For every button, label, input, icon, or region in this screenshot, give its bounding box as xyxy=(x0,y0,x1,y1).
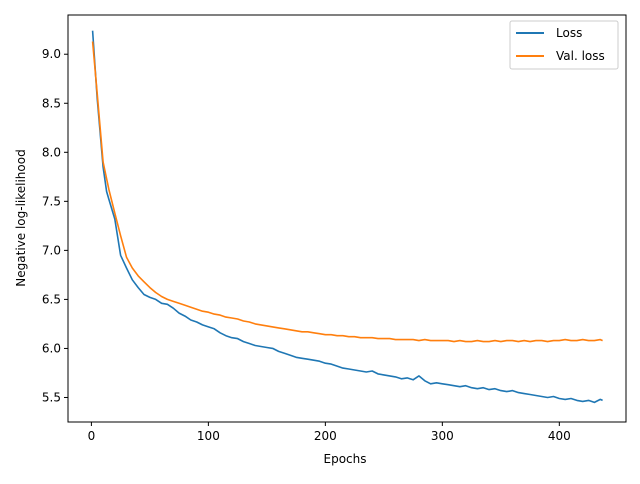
legend: Loss Val. loss xyxy=(509,20,619,70)
y-axis-ticks: 5.5 6.0 6.5 7.0 7.5 8.0 8.5 9.0 xyxy=(42,47,68,404)
y-tick-label: 5.5 xyxy=(42,390,61,404)
series-layer xyxy=(91,30,603,404)
y-tick-label: 8.0 xyxy=(42,145,61,159)
x-tick-label: 200 xyxy=(314,429,337,443)
y-tick-label: 8.5 xyxy=(42,96,61,110)
y-tick-label: 6.0 xyxy=(42,341,61,355)
plot-frame xyxy=(67,14,627,423)
y-tick-label: 9.0 xyxy=(42,47,61,61)
y-tick-label: 7.5 xyxy=(42,194,61,208)
x-axis-ticks: 0 100 200 300 400 xyxy=(88,422,571,443)
series-line-val-loss xyxy=(91,41,603,343)
legend-label-val-loss: Val. loss xyxy=(556,49,605,63)
x-tick-label: 400 xyxy=(548,429,571,443)
y-axis-label: Negative log-likelihood xyxy=(14,149,28,286)
x-tick-label: 0 xyxy=(88,429,96,443)
x-axis-label: Epochs xyxy=(324,452,367,466)
x-tick-label: 300 xyxy=(431,429,454,443)
x-tick-label: 100 xyxy=(197,429,220,443)
y-tick-label: 6.5 xyxy=(42,292,61,306)
legend-label-loss: Loss xyxy=(556,26,582,40)
series-line-loss xyxy=(91,30,603,404)
y-tick-label: 7.0 xyxy=(42,243,61,257)
